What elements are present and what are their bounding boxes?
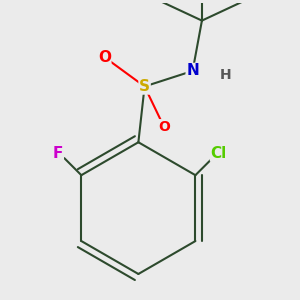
Text: Cl: Cl <box>211 146 227 161</box>
Text: O: O <box>158 120 170 134</box>
Text: N: N <box>186 64 199 79</box>
Text: F: F <box>53 146 63 161</box>
Text: O: O <box>98 50 111 64</box>
Text: S: S <box>139 79 150 94</box>
Text: H: H <box>219 68 231 82</box>
